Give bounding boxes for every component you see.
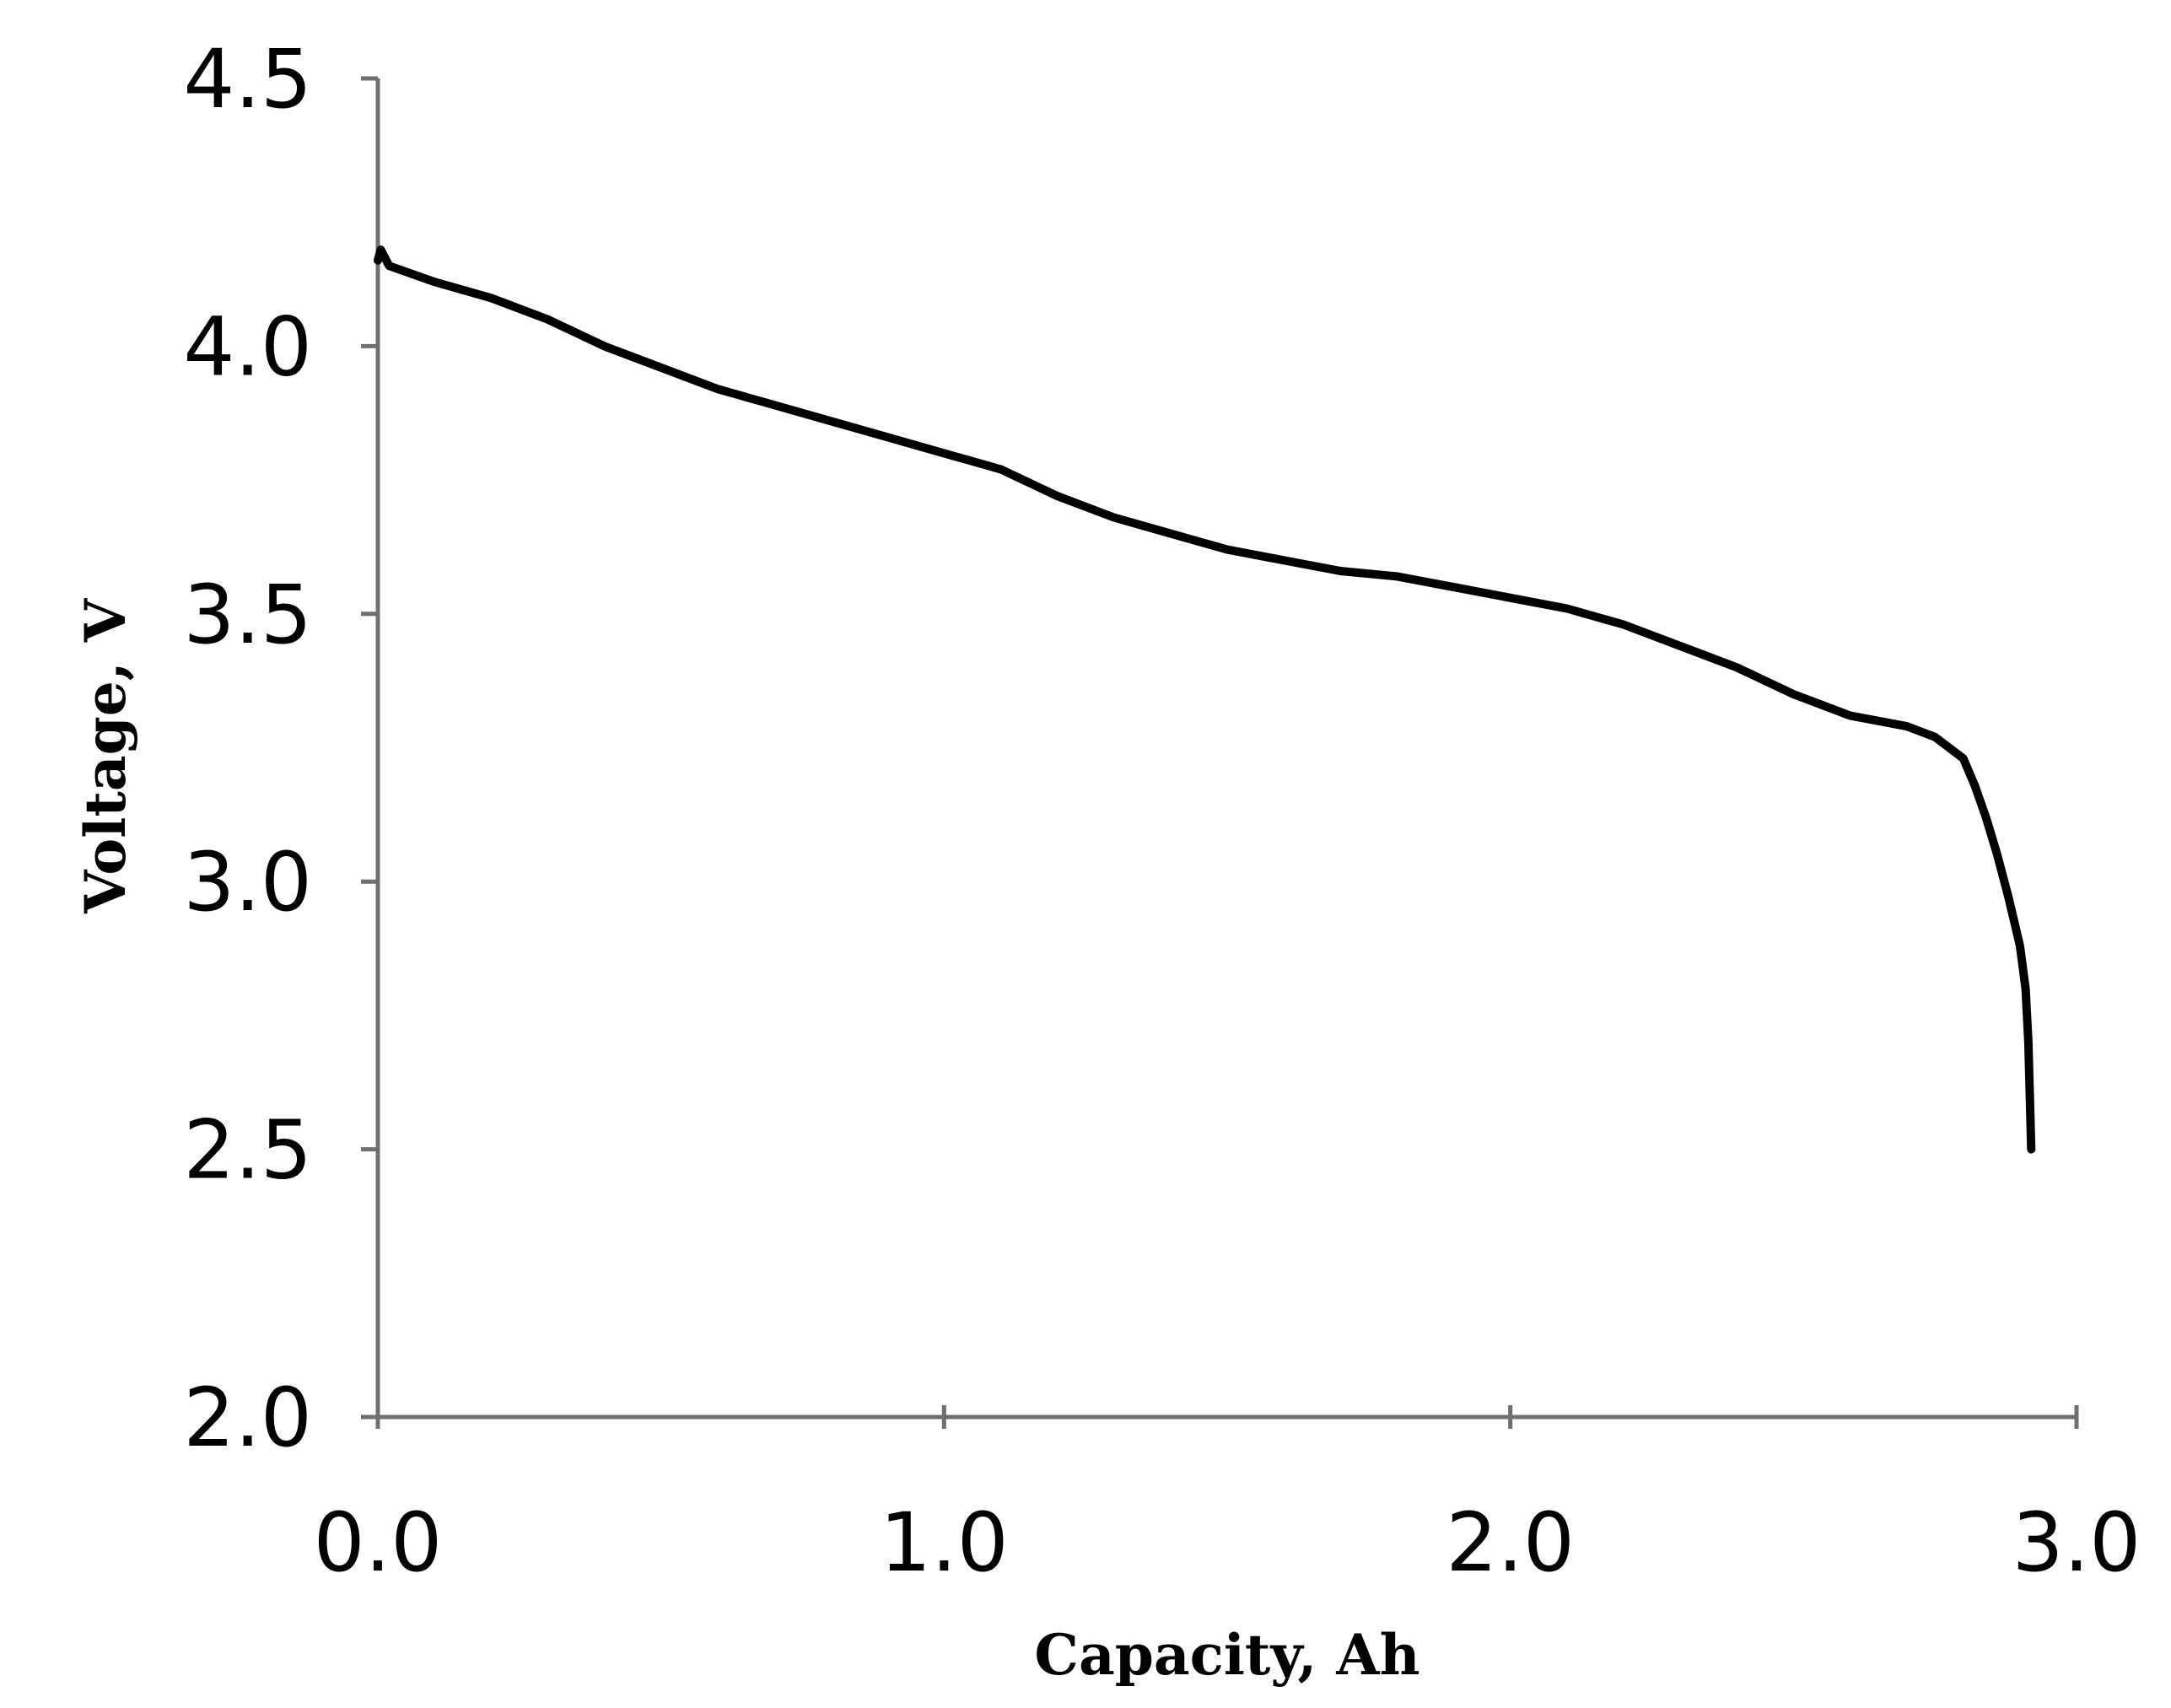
x-tick-label: 1.0 xyxy=(880,1495,1009,1590)
y-axis: 2.0 2.5 3.0 3.5 4.0 4.5 xyxy=(183,32,380,1465)
y-tick-label: 2.0 xyxy=(183,1371,312,1465)
x-tick-label: 0.0 xyxy=(314,1495,443,1590)
y-tick-label: 4.5 xyxy=(183,32,312,127)
series-layer xyxy=(374,245,2036,1154)
x-tick-label: 3.0 xyxy=(2012,1495,2141,1590)
x-axis: 0.0 1.0 2.0 3.0 xyxy=(314,1405,2141,1590)
x-tick-label: 2.0 xyxy=(1446,1495,1575,1590)
y-tick-label: 3.5 xyxy=(183,568,312,662)
y-tick-label: 3.0 xyxy=(183,835,312,929)
y-tick-label: 4.0 xyxy=(183,299,312,394)
y-axis-title: Voltage, V xyxy=(73,597,138,914)
series-line xyxy=(374,245,2036,1154)
x-axis-title: Capacity, Ah xyxy=(1034,1622,1420,1688)
y-tick-label: 2.5 xyxy=(183,1103,312,1198)
